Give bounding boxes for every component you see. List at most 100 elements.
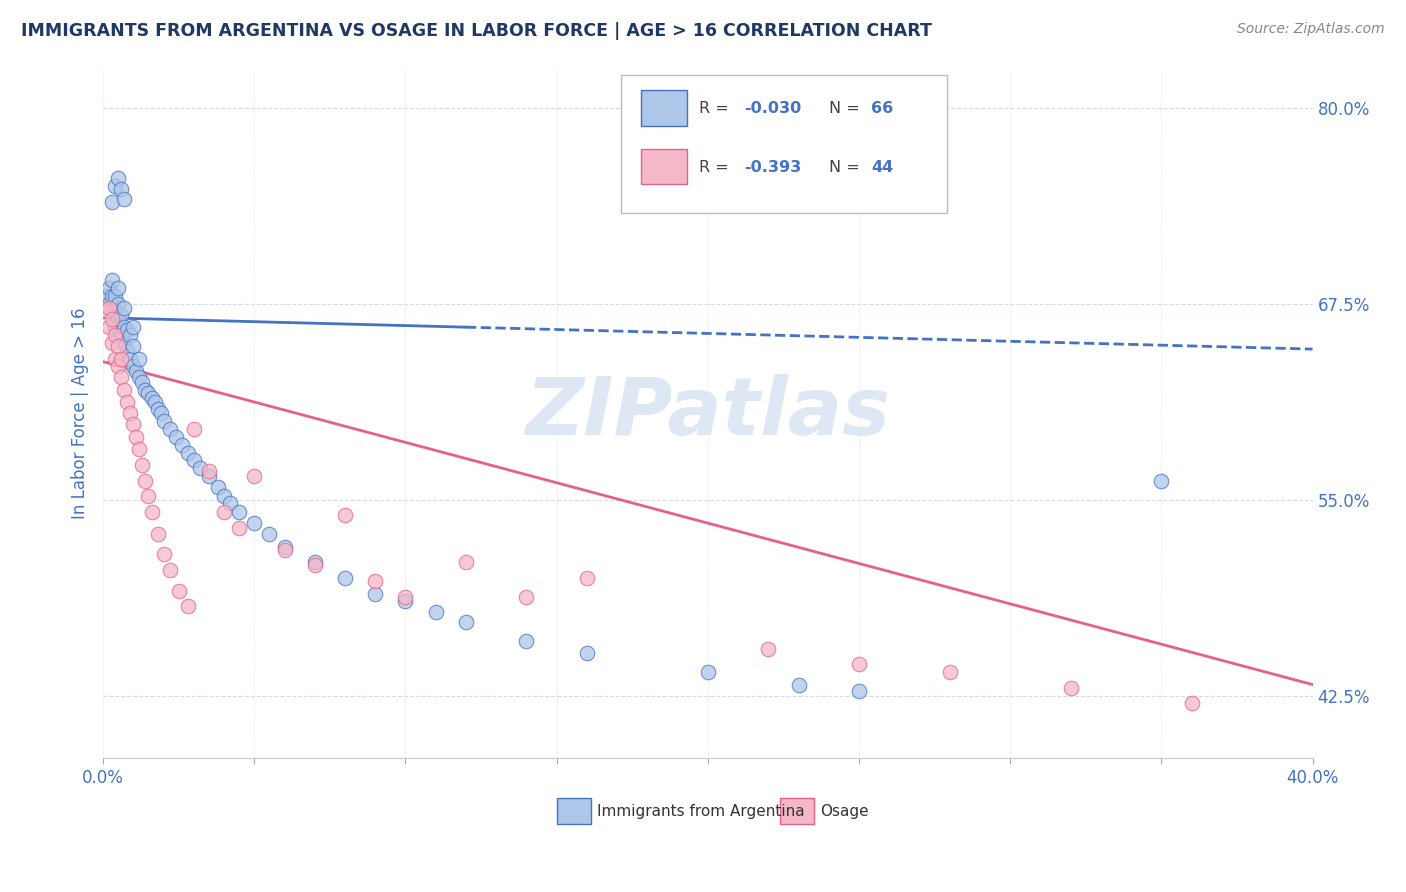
Point <box>101 304 124 318</box>
Text: N =: N = <box>828 160 859 175</box>
Point <box>152 548 174 562</box>
FancyBboxPatch shape <box>641 149 688 185</box>
Point <box>107 171 129 186</box>
Point <box>938 665 960 679</box>
Point <box>243 469 266 483</box>
Point <box>122 417 145 432</box>
Point <box>177 445 200 459</box>
FancyBboxPatch shape <box>641 90 688 126</box>
FancyBboxPatch shape <box>621 76 948 213</box>
Point <box>212 505 235 519</box>
Point <box>98 320 121 334</box>
Point <box>104 328 127 343</box>
Point <box>243 516 266 530</box>
Point <box>848 657 870 672</box>
Point <box>207 480 229 494</box>
Point <box>198 469 221 483</box>
Point <box>128 442 150 457</box>
Point <box>107 359 129 374</box>
Point <box>104 351 127 366</box>
Point <box>515 590 537 604</box>
Text: -0.393: -0.393 <box>744 160 801 175</box>
Point <box>515 633 537 648</box>
Point <box>110 351 132 366</box>
Point <box>394 590 416 604</box>
Point <box>117 395 139 409</box>
Point <box>273 542 295 557</box>
Point <box>454 555 477 569</box>
Point <box>304 555 326 569</box>
Point <box>138 490 160 504</box>
Point <box>454 615 477 629</box>
Point <box>141 391 163 405</box>
Point <box>101 335 124 350</box>
Point <box>112 335 135 350</box>
Point <box>122 359 145 374</box>
Point <box>304 558 326 573</box>
Point <box>364 574 387 588</box>
Point <box>107 296 129 310</box>
Text: IMMIGRANTS FROM ARGENTINA VS OSAGE IN LABOR FORCE | AGE > 16 CORRELATION CHART: IMMIGRANTS FROM ARGENTINA VS OSAGE IN LA… <box>21 22 932 40</box>
Point <box>177 599 200 614</box>
Point <box>228 505 250 519</box>
Point <box>696 665 718 679</box>
Point <box>101 289 124 303</box>
Point <box>575 571 598 585</box>
Point <box>125 430 148 444</box>
Point <box>219 496 242 510</box>
Point <box>112 301 135 316</box>
Point <box>756 641 779 656</box>
Point <box>120 406 142 420</box>
Point <box>159 563 181 577</box>
Point <box>107 281 129 295</box>
Point <box>94 289 117 303</box>
Point <box>122 320 145 334</box>
Point <box>128 351 150 366</box>
Text: Source: ZipAtlas.com: Source: ZipAtlas.com <box>1237 22 1385 37</box>
Point <box>104 320 127 334</box>
Point <box>104 289 127 303</box>
Point <box>110 182 132 196</box>
Point <box>131 375 153 389</box>
Text: R =: R = <box>699 160 730 175</box>
Text: N =: N = <box>828 101 859 116</box>
Point <box>1150 474 1173 488</box>
Point <box>134 383 156 397</box>
Text: ZIPatlas: ZIPatlas <box>526 375 890 452</box>
Point <box>98 301 121 316</box>
Point <box>110 308 132 322</box>
Point <box>117 323 139 337</box>
Y-axis label: In Labor Force | Age > 16: In Labor Force | Age > 16 <box>72 308 89 519</box>
Point <box>1059 681 1081 695</box>
Point <box>131 458 153 472</box>
Point <box>333 571 356 585</box>
Point <box>273 540 295 554</box>
Point <box>141 505 163 519</box>
Point <box>228 521 250 535</box>
Text: -0.030: -0.030 <box>744 101 801 116</box>
Point <box>787 677 810 691</box>
Point <box>167 583 190 598</box>
Point <box>98 296 121 310</box>
Point <box>333 508 356 523</box>
Point <box>128 370 150 384</box>
Point <box>143 395 166 409</box>
Point <box>188 461 211 475</box>
Point <box>104 179 127 194</box>
Point <box>104 304 127 318</box>
Text: Osage: Osage <box>820 804 869 819</box>
Text: R =: R = <box>699 101 730 116</box>
Point <box>159 422 181 436</box>
Point <box>110 328 132 343</box>
Point <box>183 453 205 467</box>
Point <box>394 594 416 608</box>
Point <box>107 339 129 353</box>
Point <box>120 328 142 343</box>
Point <box>120 351 142 366</box>
Point <box>112 383 135 397</box>
Point <box>122 339 145 353</box>
Point <box>425 606 447 620</box>
Point <box>110 370 132 384</box>
Point <box>212 490 235 504</box>
FancyBboxPatch shape <box>780 797 814 823</box>
